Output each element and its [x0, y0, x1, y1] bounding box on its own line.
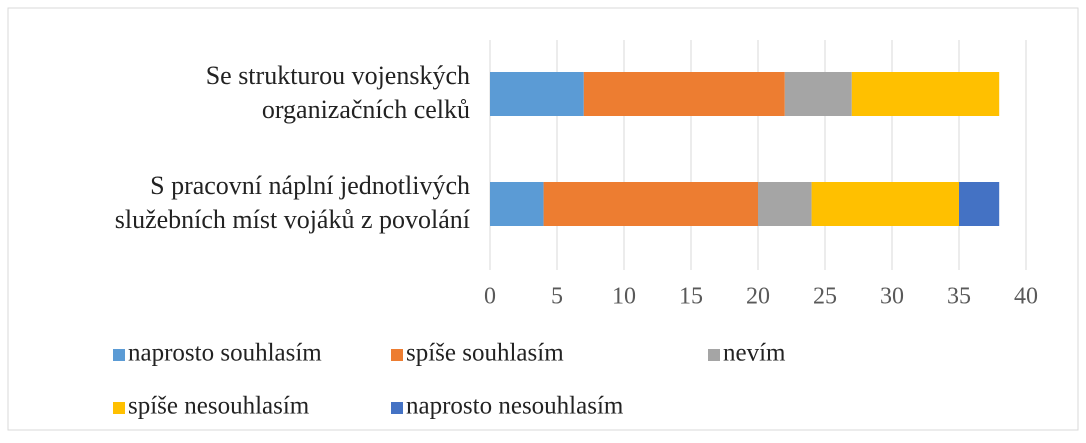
legend-label: nevím — [723, 340, 786, 367]
category-label: organizačních celků — [262, 95, 470, 124]
bar-segment — [784, 72, 852, 116]
legend-swatch — [113, 349, 125, 361]
bar-segment — [851, 72, 1000, 116]
x-tick-label: 15 — [679, 284, 703, 310]
legend-label: naprosto souhlasím — [128, 340, 322, 367]
x-tick-label: 40 — [1014, 284, 1038, 310]
legend-swatch — [113, 402, 125, 414]
legend-label: spíše souhlasím — [406, 340, 564, 367]
legend-swatch — [391, 349, 403, 361]
legend-swatch — [708, 349, 720, 361]
bar-segment — [583, 72, 785, 116]
category-label: Se strukturou vojenských — [206, 61, 470, 90]
bar-segment — [758, 182, 812, 226]
x-tick-label: 25 — [813, 284, 837, 310]
x-tick-label: 20 — [746, 284, 770, 310]
bar-segment — [490, 182, 544, 226]
legend-swatch — [391, 402, 403, 414]
bar-segment — [543, 182, 758, 226]
x-tick-label: 10 — [612, 284, 636, 310]
legend-label: naprosto nesouhlasím — [406, 393, 624, 420]
bar-segment — [811, 182, 959, 226]
x-tick-label: 30 — [880, 284, 904, 310]
category-label: služebních míst vojáků z povolání — [115, 205, 470, 234]
bar-segment — [490, 72, 584, 116]
category-label: S pracovní náplní jednotlivých — [150, 171, 470, 200]
bar-segment — [959, 182, 1000, 226]
x-tick-label: 5 — [551, 284, 563, 310]
legend-label: spíše nesouhlasím — [128, 393, 310, 420]
x-tick-label: 35 — [947, 284, 971, 310]
x-tick-label: 0 — [484, 284, 496, 310]
